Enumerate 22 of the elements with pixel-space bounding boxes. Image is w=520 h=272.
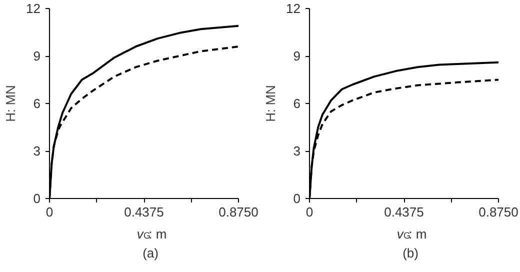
y-tick-label: 9	[33, 48, 41, 64]
y-tick-label: 12	[286, 1, 301, 16]
text: (b)	[402, 246, 418, 260]
x-tick-label: 0.4375	[124, 204, 164, 220]
y-tick-label: 0	[33, 191, 41, 206]
y-tick-label: 9	[293, 48, 301, 64]
y-tick-label: 6	[33, 96, 41, 111]
x-tick-label: 0.4375	[384, 204, 424, 220]
x-tick-label: 0	[46, 204, 54, 220]
y-axis-title: H: MN	[3, 85, 18, 122]
y-tick-label: 12	[26, 1, 41, 16]
x-axis-title: vG: m	[396, 226, 427, 242]
x-tick-label: 0	[306, 204, 314, 220]
x-tick-label: 0.8750	[478, 204, 518, 220]
y-tick-label: 6	[293, 96, 301, 111]
text: (a)	[142, 246, 158, 260]
y-tick-label: 3	[33, 144, 41, 158]
y-tick-label: 3	[293, 144, 301, 158]
x-axis-title: vG: m	[136, 226, 167, 242]
y-tick-label: 0	[293, 191, 301, 206]
x-tick-label: 0.8750	[218, 204, 258, 220]
y-axis-title: H: MN	[263, 85, 278, 122]
